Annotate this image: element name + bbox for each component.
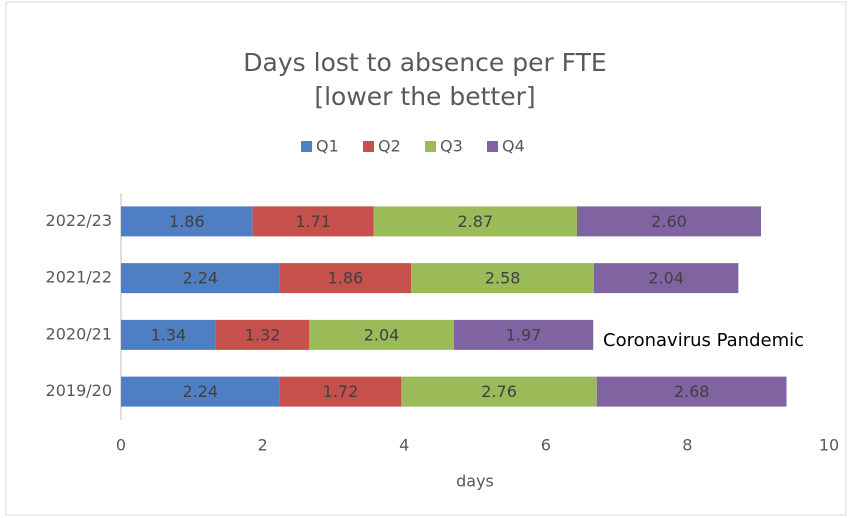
bar-segment	[279, 376, 402, 407]
value-label: 2.87	[458, 212, 494, 231]
value-label: 1.32	[245, 325, 281, 344]
bar-segment	[411, 263, 594, 294]
legend-swatch	[487, 141, 498, 152]
bar-segment	[576, 206, 762, 237]
chart-frame	[5, 1, 847, 516]
legend-swatch	[301, 141, 312, 152]
value-label: 2.58	[485, 269, 521, 288]
x-tick-label: 0	[116, 436, 126, 455]
y-tick-label: 2022/23	[46, 211, 112, 230]
value-label: 2.60	[651, 212, 687, 231]
bar-segment	[373, 206, 577, 237]
value-label: 1.86	[169, 212, 205, 231]
bar-segment	[121, 206, 253, 237]
value-label: 1.72	[323, 382, 359, 401]
bar-segment	[252, 206, 374, 237]
x-tick-label: 6	[541, 436, 551, 455]
value-label: 2.24	[182, 269, 218, 288]
legend-label: Q2	[378, 137, 401, 156]
bar-segment	[279, 263, 412, 294]
legend-swatch	[425, 141, 436, 152]
y-tick-label: 2021/22	[46, 268, 112, 287]
legend-label: Q3	[440, 137, 463, 156]
chart-title: Days lost to absence per FTE	[243, 48, 606, 77]
y-tick-label: 2019/20	[46, 381, 112, 400]
legend-label: Q1	[316, 137, 339, 156]
value-label: 1.71	[295, 212, 331, 231]
value-label: 2.04	[364, 325, 400, 344]
value-label: 1.97	[506, 325, 542, 344]
bar-segment	[453, 319, 594, 350]
bar-segment	[596, 376, 787, 407]
chart-subtitle: [lower the better]	[314, 82, 535, 111]
y-tick-label: 2020/21	[46, 324, 112, 343]
x-axis-label: days	[456, 472, 494, 491]
value-label: 1.34	[151, 325, 187, 344]
bar-segment	[121, 376, 280, 407]
bar-segment	[309, 319, 454, 350]
x-tick-label: 4	[399, 436, 409, 455]
bar-segment	[215, 319, 310, 350]
x-tick-label: 2	[258, 436, 268, 455]
bar-segment	[401, 376, 597, 407]
value-label: 2.68	[674, 382, 710, 401]
annotation: Coronavirus Pandemic	[603, 330, 804, 351]
value-label: 1.86	[328, 269, 364, 288]
legend-label: Q4	[502, 137, 525, 156]
value-label: 2.24	[182, 382, 218, 401]
legend-swatch	[363, 141, 374, 152]
bar-segment	[121, 319, 216, 350]
x-tick-label: 8	[682, 436, 692, 455]
bar-segment	[121, 263, 280, 294]
value-label: 2.76	[481, 382, 517, 401]
value-label: 2.04	[648, 269, 684, 288]
bar-segment	[593, 263, 739, 294]
x-tick-label: 10	[819, 436, 839, 455]
